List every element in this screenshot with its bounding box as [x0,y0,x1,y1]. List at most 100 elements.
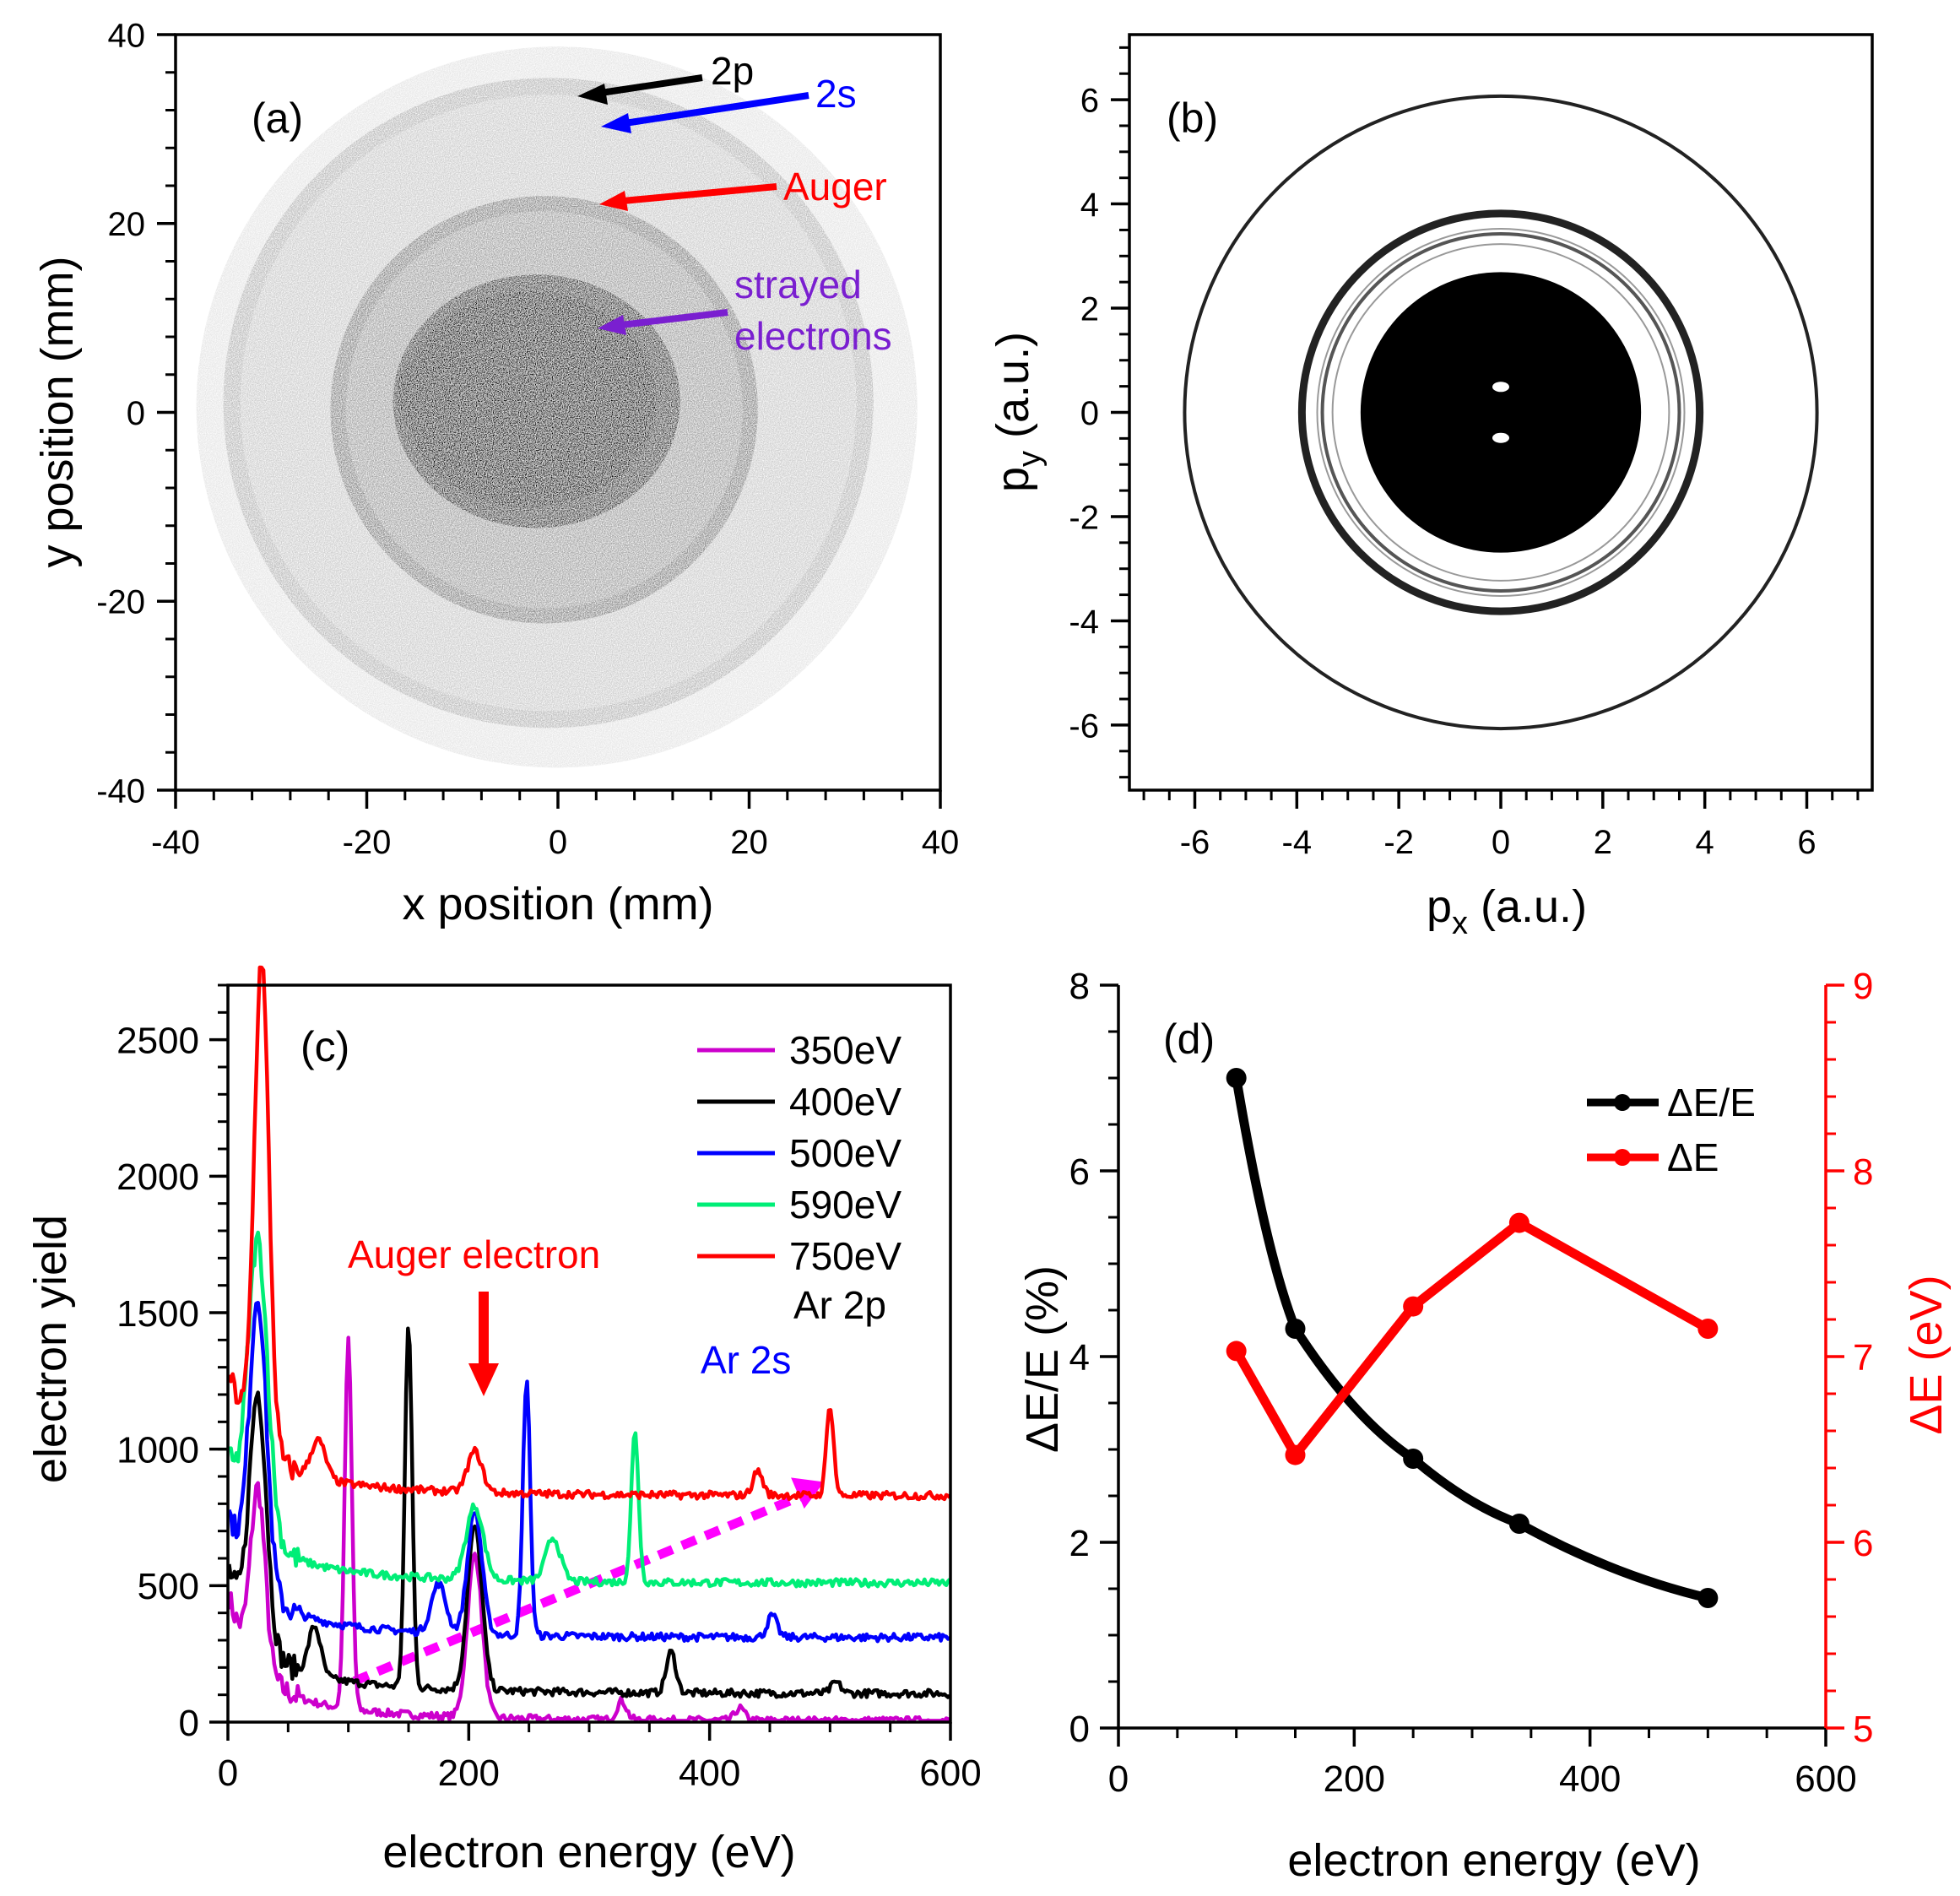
panel-a-xlabel: x position (mm) [402,879,713,929]
label-ar-2p: Ar 2p [793,1283,886,1327]
tick-label: 6 [1080,82,1099,119]
panel-d-legend: ΔE/E ΔE [1587,1081,1756,1179]
tick-label: 40 [922,824,960,861]
arrow-strayed-head [598,315,626,335]
series-marker-dee [1508,1514,1530,1534]
tick-label: 400 [1559,1758,1621,1800]
tick-label: 1000 [116,1430,199,1471]
trend-arrow-dashed [352,1489,809,1686]
panel-b-xlabel-symbol: p [1427,881,1452,932]
tick-label: 600 [919,1752,981,1794]
panel-c-legend: 350eV 400eV 500eV 590eV 750eV [697,1028,901,1278]
panel-a-axes: -40 -20 0 20 40 -40 -20 0 20 40 [96,17,959,861]
panel-b-xlabel: px (a.u.) [1427,881,1587,941]
spectrum-500eV [227,1300,951,1644]
panel-d-xlabel: electron energy (eV) [1287,1835,1700,1886]
series-marker-de [1403,1296,1424,1317]
panel-b-xlabel-sub: x [1452,906,1468,941]
panel-b-label: (b) [1167,95,1218,142]
arrow-2s-head [601,113,631,133]
panel-c-plot [227,965,951,1723]
panel-b-ylabel: py (a.u.) [988,332,1048,492]
series-marker-dee [1285,1319,1306,1339]
spectrum-400eV [227,1326,951,1699]
legend-label-750: 750eV [789,1234,901,1278]
tick-label: 8 [1069,966,1090,1007]
tick-label: 4 [1696,824,1714,861]
tick-label: 6 [1069,1151,1090,1193]
tick-label: 200 [1324,1758,1385,1800]
panel-c-axes: 0 200 400 600 0 500 1000 1500 2000 2500 [116,983,982,1794]
arrow-2s [624,92,809,127]
spectrum-350eV [227,1335,951,1723]
tick-label: -2 [1069,499,1099,536]
panel-d-axes: 0 200 400 600 0 2 4 6 8 5 6 7 8 9 [1069,966,1874,1800]
panel-d-plot [1226,1068,1719,1608]
strayed-core [403,291,657,508]
tick-label: -20 [343,824,392,861]
panel-b-axes: -6 -4 -2 0 2 4 6 -6 -4 -2 0 2 4 6 [1069,46,1860,861]
tick-label: 40 [108,17,146,54]
tick-label: 200 [438,1752,500,1794]
tick-label: 0 [127,395,145,432]
panel-a: -40 -20 0 20 40 -40 -20 0 20 40 (a) 2p 2s Auger s… [32,17,959,929]
tick-label: 20 [108,206,146,243]
momentum-ring-inner [1320,232,1681,593]
series-marker-dee [1697,1588,1719,1608]
tick-label: 4 [1080,187,1099,224]
panel-d-ylabel-right: ΔE (eV) [1901,1275,1952,1434]
tick-label: 8 [1853,1151,1873,1193]
panel-c-xlabel: electron energy (eV) [382,1827,795,1877]
tick-label: 7 [1853,1337,1873,1379]
tick-label: 600 [1795,1758,1856,1800]
spectrum-590eV [229,1230,951,1589]
series-marker-de [1226,1341,1247,1362]
tick-label: -20 [96,584,145,621]
tick-label: 0 [549,824,567,861]
tick-label: 1500 [116,1293,199,1335]
label-strayed: strayed [734,263,862,306]
label-auger-electron: Auger electron [348,1232,600,1276]
core-hole-lower [1492,432,1509,443]
panel-b-xlabel-open: ( [1468,881,1496,932]
tick-label: -40 [151,824,200,861]
tick-label: 0 [1492,824,1510,861]
tick-label: 9 [1853,966,1873,1007]
legend-label-500: 500eV [789,1131,901,1175]
strayed-core-lobe [396,345,498,444]
legend-label-590: 590eV [789,1183,901,1227]
panel-d-ylabel: ΔE/E (%) [1017,1265,1068,1453]
legend-marker-dee [1614,1094,1631,1111]
arrow-strayed [620,309,728,328]
tick-label: -6 [1069,707,1099,745]
panel-b-xlabel-close: ) [1572,881,1587,932]
label-auger: Auger [783,165,887,209]
series-marker-de [1285,1444,1306,1465]
tick-label: 0 [1108,1758,1129,1800]
panel-d-label: (d) [1163,1016,1215,1063]
tick-label: 500 [138,1566,199,1607]
legend-label-400: 400eV [789,1080,901,1124]
label-ar-2s: Ar 2s [701,1338,791,1382]
tick-label: 0 [218,1752,238,1794]
label-2p: 2p [711,49,754,93]
panel-b-ylabel-unit: a.u. [988,347,1038,423]
tick-label: -40 [96,772,145,810]
panel-b-ylabel-close: ) [988,332,1038,347]
legend-label-350: 350eV [789,1028,901,1072]
panel-c: 0 200 400 600 0 500 1000 1500 2000 2500 (c) 350eV… [25,965,982,1877]
panel-b-ylabel-sub: y [1012,451,1048,467]
legend-label-dee: ΔE/E [1667,1081,1756,1124]
momentum-ring [1331,243,1670,582]
series-marker-de [1697,1319,1719,1339]
panel-a-label: (a) [252,95,303,142]
tick-label: -2 [1383,824,1414,861]
series-marker-dee [1403,1449,1424,1469]
tick-label: 2 [1594,824,1612,861]
tick-label: 2500 [116,1021,199,1062]
arrow-2p [600,74,703,96]
series-marker-dee [1226,1068,1247,1088]
tick-label: 20 [730,824,768,861]
